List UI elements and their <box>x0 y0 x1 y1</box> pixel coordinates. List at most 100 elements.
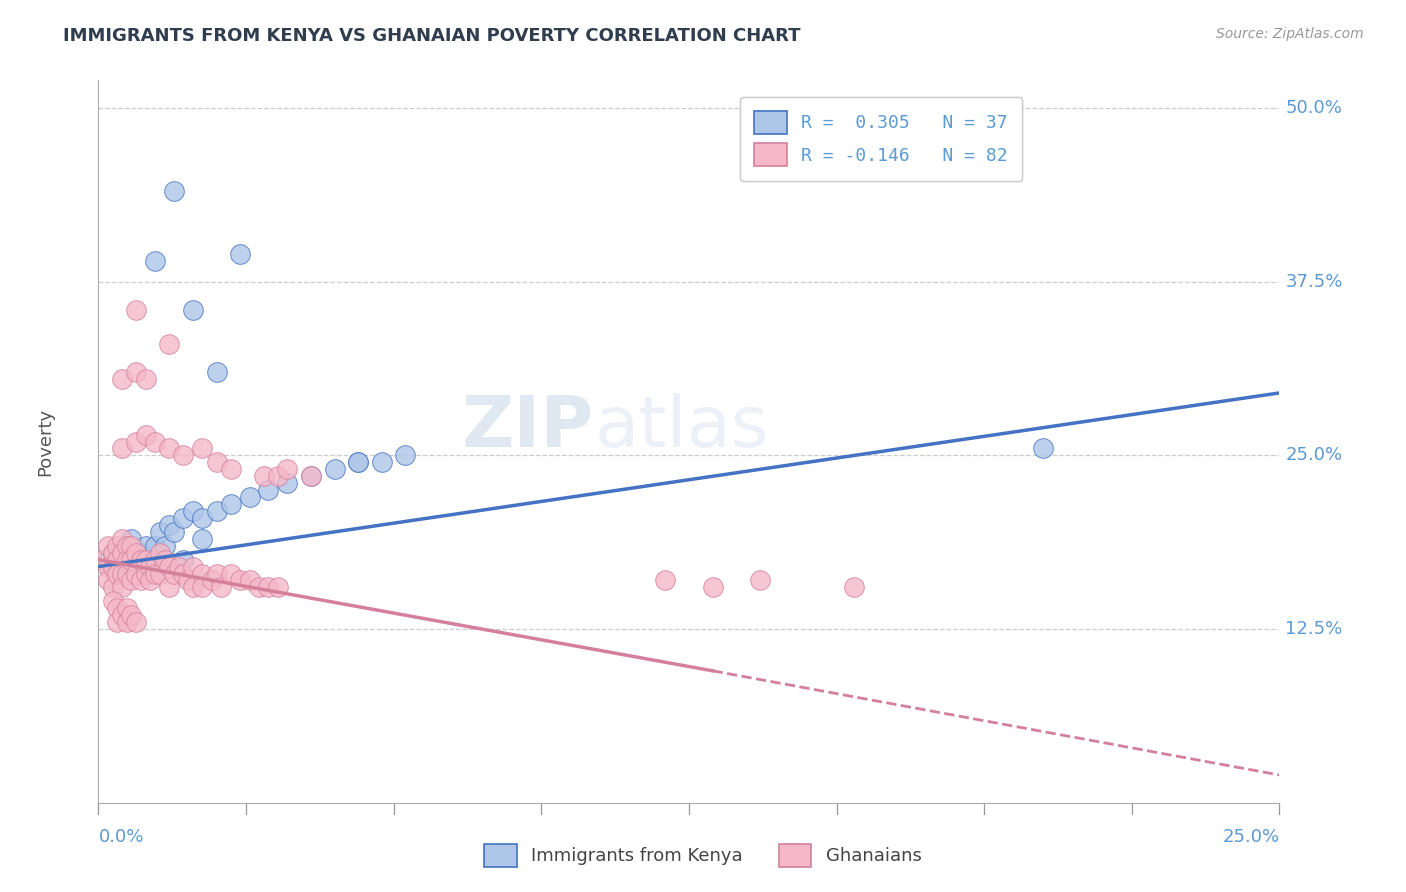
Point <box>135 372 157 386</box>
Point <box>229 247 252 261</box>
Point <box>115 601 138 615</box>
Point <box>111 608 134 623</box>
Point <box>125 566 148 581</box>
Text: 25.0%: 25.0% <box>1285 446 1343 465</box>
Point <box>105 539 128 553</box>
Point <box>121 552 143 566</box>
Point <box>143 253 166 268</box>
Point <box>347 455 370 469</box>
Point <box>748 574 770 588</box>
Point <box>143 552 166 566</box>
Point <box>121 608 143 623</box>
Text: 37.5%: 37.5% <box>1285 273 1343 291</box>
Point <box>844 581 866 595</box>
Text: Source: ZipAtlas.com: Source: ZipAtlas.com <box>1216 27 1364 41</box>
Legend: Immigrants from Kenya, Ghanaians: Immigrants from Kenya, Ghanaians <box>477 837 929 874</box>
Point <box>105 566 128 581</box>
Point <box>125 546 148 560</box>
Point <box>276 462 298 476</box>
Point <box>172 449 194 463</box>
Point <box>135 566 157 581</box>
Point <box>129 574 152 588</box>
Point <box>239 490 262 504</box>
Point <box>257 483 280 498</box>
Point <box>172 552 194 566</box>
Point <box>323 462 346 476</box>
Point <box>299 469 322 483</box>
Point <box>149 566 172 581</box>
Point <box>135 552 157 566</box>
Point <box>125 365 148 379</box>
Text: 25.0%: 25.0% <box>1222 828 1279 846</box>
Point <box>129 546 152 560</box>
Text: ZIP: ZIP <box>463 392 595 461</box>
Point <box>157 581 180 595</box>
Point <box>276 476 298 491</box>
Point <box>125 434 148 449</box>
Point <box>239 574 262 588</box>
Point <box>205 566 228 581</box>
Point <box>163 566 186 581</box>
Text: 0.0%: 0.0% <box>98 828 143 846</box>
Point <box>157 442 180 456</box>
Point <box>125 552 148 566</box>
Point <box>101 546 124 560</box>
Point <box>135 427 157 442</box>
Point <box>157 559 180 574</box>
Point <box>115 566 138 581</box>
Point <box>129 552 152 566</box>
Point <box>247 581 270 595</box>
Point <box>101 581 124 595</box>
Point <box>143 566 166 581</box>
Point <box>219 462 242 476</box>
Point <box>121 539 143 553</box>
Point <box>702 581 724 595</box>
Point <box>191 442 214 456</box>
Point <box>191 581 214 595</box>
Text: 12.5%: 12.5% <box>1285 620 1343 638</box>
Point <box>111 546 134 560</box>
Point <box>97 552 120 566</box>
Text: atlas: atlas <box>595 392 769 461</box>
Point <box>115 552 138 566</box>
Legend: R =  0.305   N = 37, R = -0.146   N = 82: R = 0.305 N = 37, R = -0.146 N = 82 <box>740 96 1022 181</box>
Point <box>139 559 162 574</box>
Point <box>219 497 242 511</box>
Point <box>191 532 214 546</box>
Point <box>153 539 176 553</box>
Point <box>121 532 143 546</box>
Point <box>143 434 166 449</box>
Point <box>157 517 180 532</box>
Point <box>1032 442 1054 456</box>
Point <box>115 539 138 553</box>
Point <box>111 566 134 581</box>
Point <box>163 524 186 539</box>
Point <box>111 442 134 456</box>
Point <box>371 455 394 469</box>
Point <box>111 532 134 546</box>
Point <box>101 559 124 574</box>
Point <box>101 594 124 608</box>
Point <box>181 581 204 595</box>
Point <box>153 552 176 566</box>
Point <box>205 455 228 469</box>
Point <box>149 524 172 539</box>
Point <box>111 581 134 595</box>
Point <box>654 574 676 588</box>
Point <box>299 469 322 483</box>
Point <box>125 302 148 317</box>
Point <box>181 504 204 518</box>
Point <box>253 469 276 483</box>
Point <box>115 615 138 630</box>
Point <box>139 574 162 588</box>
Point <box>143 539 166 553</box>
Point <box>347 455 370 469</box>
Point <box>97 559 120 574</box>
Point <box>97 574 120 588</box>
Point <box>139 552 162 566</box>
Point <box>121 574 143 588</box>
Point <box>125 615 148 630</box>
Point <box>91 552 114 566</box>
Point <box>172 566 194 581</box>
Text: 50.0%: 50.0% <box>1285 99 1343 117</box>
